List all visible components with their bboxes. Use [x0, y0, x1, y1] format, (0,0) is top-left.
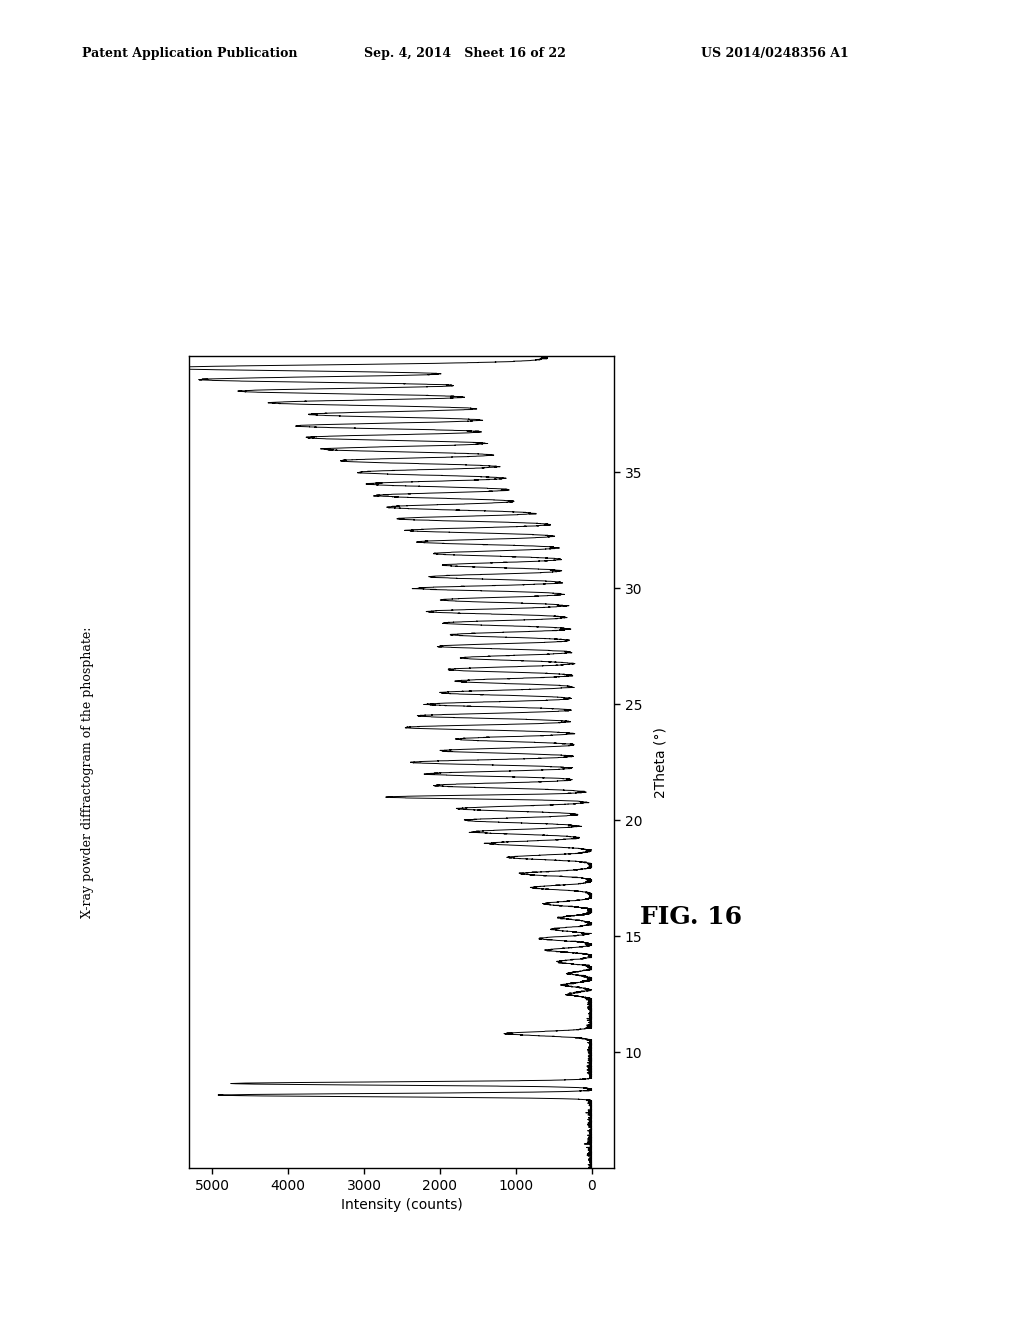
Text: Sep. 4, 2014   Sheet 16 of 22: Sep. 4, 2014 Sheet 16 of 22	[364, 46, 565, 59]
Text: US 2014/0248356 A1: US 2014/0248356 A1	[701, 46, 849, 59]
Text: FIG. 16: FIG. 16	[640, 906, 742, 929]
Text: X-ray powder diffractogram of the phosphate:: X-ray powder diffractogram of the phosph…	[81, 627, 93, 917]
X-axis label: Intensity (counts): Intensity (counts)	[341, 1199, 463, 1212]
Y-axis label: 2Theta (°): 2Theta (°)	[653, 727, 668, 797]
Text: Patent Application Publication: Patent Application Publication	[82, 46, 297, 59]
